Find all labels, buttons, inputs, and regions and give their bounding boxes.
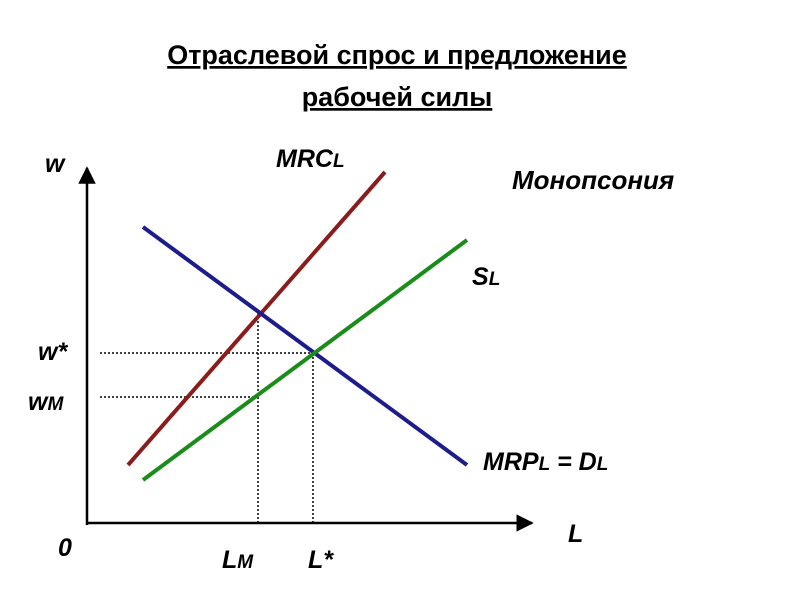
curve-label: MRPL = DL <box>483 448 608 476</box>
title-line: Отраслевой спрос и предложение <box>167 40 627 70</box>
label-part: MRC <box>276 145 334 173</box>
label-sub: L <box>539 454 551 475</box>
axis-label: L <box>568 520 583 548</box>
mrp-curve <box>141 225 469 467</box>
label-sub: L <box>489 269 501 290</box>
title-line: рабочей силы <box>302 82 493 112</box>
axis-point-label: wM <box>28 388 64 416</box>
axis-point-label: w* <box>38 338 68 366</box>
axis-point-label: LM <box>222 546 254 574</box>
supply-curve <box>141 238 469 482</box>
label-sub: M <box>47 394 64 415</box>
label-part: = D <box>550 448 597 476</box>
label-part: S <box>472 263 489 291</box>
label-sub: L <box>333 151 345 172</box>
axis-point-label: L* <box>308 546 334 574</box>
label-sub: M <box>237 552 254 573</box>
label-sub: L <box>597 454 609 475</box>
origin-label: 0 <box>58 534 72 562</box>
axis-label: w <box>45 150 66 178</box>
label-part: MRP <box>483 448 539 476</box>
curve-label: SL <box>472 263 500 291</box>
diagram-note: Монопсония <box>512 165 674 195</box>
curve-label: MRCL <box>276 145 345 173</box>
label-part: L <box>222 546 237 574</box>
label-part: w <box>28 388 49 416</box>
mrc-curve <box>126 170 387 467</box>
